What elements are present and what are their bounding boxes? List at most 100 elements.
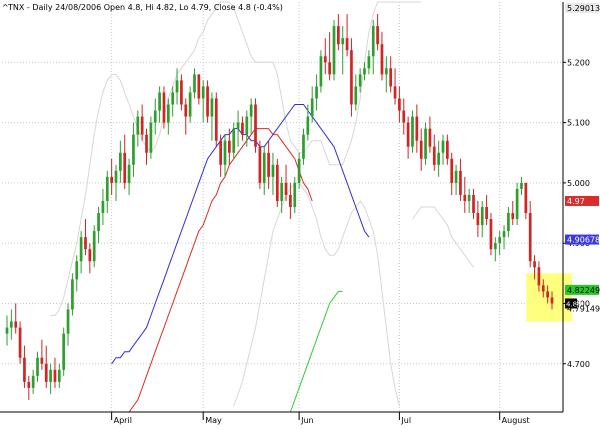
candle-body	[271, 164, 275, 177]
candle	[428, 116, 432, 153]
candle-body	[489, 219, 493, 250]
candle	[158, 86, 161, 123]
candle-body	[341, 38, 345, 45]
candle-body	[119, 152, 122, 171]
candle	[79, 231, 83, 274]
gridlines	[2, 2, 563, 412]
candle-body	[389, 68, 393, 87]
candle	[57, 363, 61, 388]
candle-body	[145, 134, 148, 153]
ma50-tag: 4.97	[567, 197, 585, 206]
candle-body	[476, 213, 480, 226]
candle-body	[57, 369, 61, 382]
candle	[166, 98, 170, 135]
candle-body	[210, 98, 214, 117]
candle	[393, 68, 397, 105]
candle	[171, 86, 175, 117]
candle-body	[27, 381, 31, 388]
candle	[5, 315, 9, 346]
candle-body	[14, 321, 18, 328]
candle-body	[5, 327, 9, 334]
candle	[180, 74, 183, 111]
highlight-box	[526, 273, 573, 322]
candle	[480, 200, 484, 238]
candle-body	[162, 92, 166, 123]
candle	[328, 32, 331, 81]
candle	[520, 176, 523, 195]
candle-body	[463, 194, 467, 201]
candle-body	[337, 26, 340, 45]
moving-average-line	[128, 128, 313, 413]
candle-body	[197, 74, 201, 99]
x-tick-label: Jun	[300, 416, 314, 425]
candle	[384, 56, 388, 93]
candle	[66, 303, 70, 346]
candle-body	[136, 116, 140, 135]
candle	[550, 291, 554, 310]
candle-body	[53, 369, 57, 382]
candle	[441, 134, 445, 165]
candle-body	[110, 176, 113, 183]
candle-body	[367, 56, 371, 69]
candle-body	[132, 134, 135, 165]
candle	[223, 134, 227, 177]
candle	[511, 200, 515, 226]
last-close-tag: 4.80	[566, 300, 582, 308]
candle	[528, 200, 532, 268]
candle-body	[380, 44, 384, 75]
upper-band-tag: 5.29013	[567, 4, 600, 13]
candle-body	[446, 140, 449, 159]
candle-body	[302, 134, 305, 159]
candle	[145, 128, 148, 165]
candle-body	[428, 128, 432, 147]
candle	[105, 170, 109, 214]
candle	[23, 345, 26, 388]
candle-body	[467, 194, 471, 201]
candle	[18, 321, 22, 364]
y-tick-label: 5.100	[567, 119, 590, 128]
candle-body	[515, 188, 519, 220]
candle-body	[432, 146, 436, 165]
ma20-tag-bg	[565, 234, 599, 245]
candle	[493, 237, 497, 262]
chart-title: TNX - Daily 24/08/2006 Open 4.8, Hi 4.82…	[7, 3, 283, 12]
candle	[424, 122, 427, 165]
candle-body	[537, 267, 541, 286]
candle	[472, 188, 475, 220]
candle-body	[114, 170, 118, 183]
candle-body	[40, 357, 44, 364]
candle-body	[541, 285, 545, 292]
candle	[92, 225, 96, 268]
candle-body	[419, 140, 423, 159]
candle	[40, 339, 44, 370]
candle	[319, 50, 323, 93]
candle-body	[158, 92, 161, 111]
last-close-tag-bg	[565, 298, 577, 309]
candle-body	[550, 297, 554, 304]
moving-averages	[111, 104, 370, 413]
candle-body	[79, 237, 83, 262]
candle-body	[411, 116, 414, 147]
candle-body	[23, 357, 26, 382]
candle	[432, 134, 436, 171]
candle-body	[524, 182, 528, 214]
candle-body	[206, 86, 209, 117]
candle	[97, 207, 100, 244]
candle-body	[232, 128, 236, 153]
candle-body	[62, 333, 66, 370]
candle	[415, 104, 419, 153]
candle	[241, 116, 244, 141]
candle-body	[71, 279, 74, 310]
candle-body	[254, 104, 257, 147]
ma200-tag: 4.82249	[567, 286, 600, 295]
candle	[302, 128, 305, 165]
candle	[367, 50, 371, 75]
candle	[437, 140, 440, 177]
candle	[524, 182, 528, 220]
candle-body	[284, 182, 288, 195]
candle	[262, 146, 266, 195]
y-tick-label: 4.800	[567, 299, 590, 308]
band-line	[50, 1, 422, 316]
candle-body	[49, 369, 52, 382]
